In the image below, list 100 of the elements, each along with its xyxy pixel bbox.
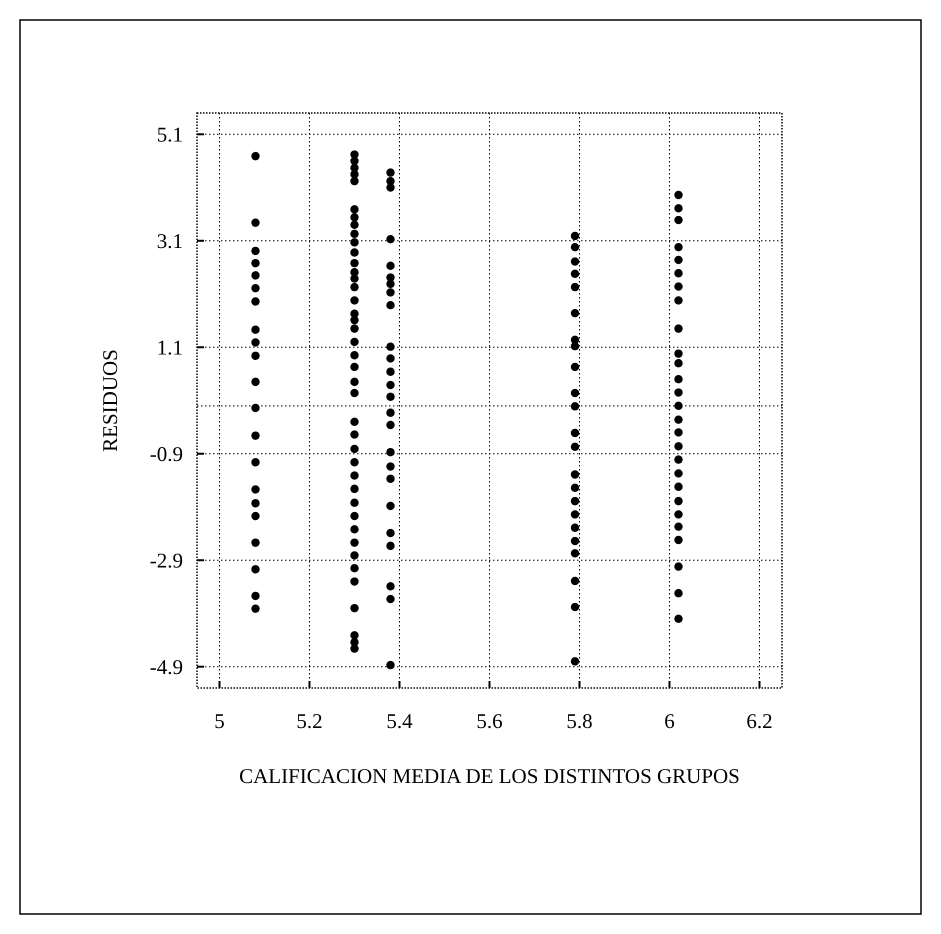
- point: [251, 218, 260, 227]
- point: [674, 216, 683, 224]
- point: [350, 274, 359, 283]
- point: [251, 297, 260, 306]
- point: [350, 338, 359, 346]
- point: [386, 262, 395, 270]
- point: [386, 582, 395, 590]
- point: [386, 408, 395, 417]
- point: [386, 168, 395, 177]
- point: [674, 469, 683, 478]
- point: [570, 484, 580, 492]
- point: [570, 524, 580, 532]
- point: [386, 594, 395, 604]
- point: [386, 354, 395, 363]
- point: [386, 474, 395, 483]
- point: [674, 442, 683, 450]
- point: [674, 375, 683, 384]
- point: [251, 258, 260, 268]
- point: [350, 324, 359, 333]
- point: [350, 282, 359, 292]
- point: [251, 431, 260, 440]
- point: [350, 644, 359, 653]
- point: [570, 270, 580, 278]
- point: [251, 284, 260, 292]
- point: [674, 269, 683, 278]
- x-axis-title: CALIFICACION MEDIA DE LOS DISTINTOS GRUPOS: [239, 764, 740, 788]
- point: [386, 380, 395, 390]
- point: [251, 152, 260, 160]
- y-axis-title: RESIDUOS: [98, 349, 122, 452]
- point: [674, 324, 683, 333]
- point: [570, 657, 580, 666]
- point: [386, 392, 395, 401]
- point: [350, 484, 359, 494]
- point: [570, 510, 580, 519]
- point: [570, 428, 580, 438]
- y-tick-label: 5.1: [156, 122, 183, 147]
- point: [251, 512, 260, 520]
- point: [674, 402, 683, 410]
- point: [350, 378, 359, 386]
- point: [674, 536, 683, 544]
- point: [251, 499, 260, 508]
- point: [674, 204, 683, 212]
- point: [570, 536, 580, 546]
- point: [674, 388, 683, 397]
- point: [570, 342, 580, 350]
- point: [350, 471, 359, 480]
- y-tick-label: -0.9: [150, 442, 183, 466]
- point: [570, 496, 580, 506]
- point: [570, 242, 580, 252]
- point: [674, 359, 683, 368]
- point: [350, 170, 359, 178]
- point: [570, 362, 580, 372]
- point: [350, 362, 359, 372]
- point: [386, 462, 395, 471]
- point: [350, 525, 359, 534]
- point: [674, 510, 683, 519]
- point: [386, 368, 395, 376]
- point: [386, 342, 395, 351]
- point: [674, 415, 683, 424]
- point: [350, 351, 359, 360]
- point: [251, 378, 260, 386]
- point: [350, 248, 359, 257]
- point: [350, 388, 359, 398]
- point: [251, 271, 260, 280]
- point: [674, 522, 683, 531]
- point: [350, 538, 359, 547]
- point: [570, 470, 580, 479]
- x-tick-label: 5.8: [566, 709, 593, 733]
- point: [251, 326, 260, 334]
- point: [674, 349, 683, 358]
- point: [570, 576, 580, 586]
- point: [674, 296, 683, 305]
- point: [350, 238, 359, 247]
- point: [570, 602, 580, 612]
- point: [251, 538, 260, 547]
- y-tick-label: 3.1: [156, 229, 183, 254]
- point: [570, 549, 580, 558]
- point: [674, 496, 683, 506]
- point: [251, 404, 260, 412]
- point: [674, 482, 683, 491]
- x-tick-label: 5: [214, 709, 225, 733]
- point: [570, 442, 580, 452]
- point: [386, 660, 395, 670]
- point: [674, 614, 683, 623]
- point: [350, 631, 359, 640]
- point: [674, 589, 683, 598]
- point: [350, 176, 359, 186]
- point: [350, 551, 359, 560]
- point: [350, 213, 359, 222]
- y-tick-label: -4.9: [150, 655, 183, 680]
- point: [251, 458, 260, 466]
- point: [350, 220, 359, 229]
- point: [570, 402, 580, 411]
- point: [251, 246, 260, 256]
- point: [674, 562, 683, 571]
- point: [386, 528, 395, 538]
- point: [674, 190, 683, 200]
- point: [386, 280, 395, 288]
- point: [350, 430, 359, 439]
- point: [251, 485, 260, 494]
